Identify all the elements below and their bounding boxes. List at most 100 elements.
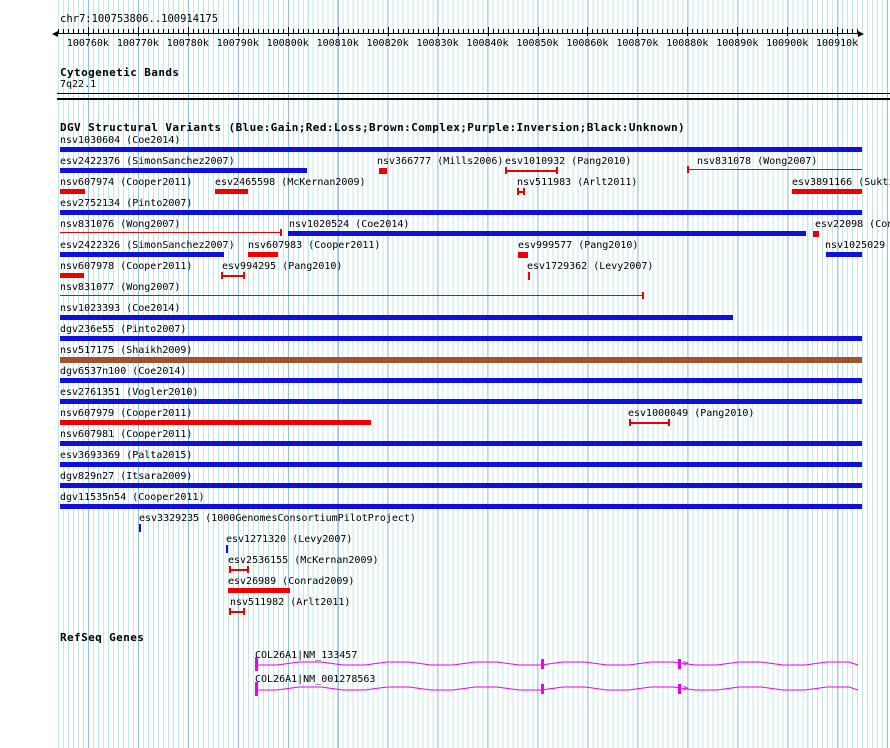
gene-exon-tick[interactable]	[678, 659, 681, 669]
gene-exon-tick[interactable]	[541, 684, 544, 694]
variant-range-line[interactable]	[229, 569, 249, 571]
variant-bar[interactable]	[60, 420, 371, 425]
variant-range-line[interactable]	[60, 295, 644, 296]
variant-point[interactable]	[518, 252, 528, 258]
variant-range-cap[interactable]	[243, 608, 245, 615]
variant-label[interactable]: nsv1025029	[825, 240, 886, 251]
gene-line[interactable]	[0, 656, 890, 672]
variant-bar[interactable]	[60, 189, 85, 194]
variant-label[interactable]: nsv517175 (Shaikh2009)	[60, 345, 193, 356]
variant-bar[interactable]	[60, 441, 862, 446]
variant-label[interactable]: nsv1020524 (Coe2014)	[289, 219, 410, 230]
variant-range-cap[interactable]	[221, 272, 223, 279]
gene-exon-tick[interactable]	[541, 659, 544, 669]
variant-label[interactable]: esv2422326 (SimonSanchez2007)	[60, 240, 235, 251]
variant-bar[interactable]	[60, 168, 307, 173]
variant-label[interactable]: nsv607978 (Cooper2011)	[60, 261, 193, 272]
gene-start-cap[interactable]	[255, 657, 258, 671]
variant-bar[interactable]	[215, 189, 248, 194]
variant-label[interactable]: esv2422376 (SimonSanchez2007)	[60, 156, 235, 167]
variant-range-cap[interactable]	[556, 167, 558, 174]
ruler-minor-tick	[682, 29, 684, 34]
gene-label[interactable]: COL26A1|NM_133457	[255, 650, 358, 661]
variant-range-cap[interactable]	[668, 419, 670, 426]
variant-bar[interactable]	[60, 273, 84, 278]
variant-range-cap[interactable]	[280, 229, 282, 236]
variant-range-cap[interactable]	[229, 608, 231, 615]
variant-bar[interactable]	[60, 378, 862, 383]
variant-label[interactable]: nsv366777 (Mills2006)	[377, 156, 504, 167]
variant-label[interactable]: nsv607974 (Cooper2011)	[60, 177, 193, 188]
variant-range-line[interactable]	[60, 232, 282, 233]
variant-label[interactable]: esv1271320 (Levy2007)	[226, 534, 353, 545]
gene-start-cap[interactable]	[255, 682, 258, 696]
variant-label[interactable]: esv1010932 (Pang2010)	[505, 156, 632, 167]
variant-bar[interactable]	[60, 315, 733, 320]
variant-label[interactable]: esv22098 (Con	[815, 219, 890, 230]
variant-label[interactable]: nsv607979 (Cooper2011)	[60, 408, 193, 419]
variant-range-cap[interactable]	[687, 166, 689, 173]
variant-label[interactable]: esv3329235 (1000GenomesConsortiumPilotPr…	[139, 513, 416, 524]
variant-label[interactable]: esv3693369 (Palta2015)	[60, 450, 193, 461]
variant-label[interactable]: esv999577 (Pang2010)	[518, 240, 639, 251]
variant-label[interactable]: esv1000049 (Pang2010)	[628, 408, 755, 419]
variant-bar[interactable]	[60, 483, 862, 488]
variant-label[interactable]: esv994295 (Pang2010)	[222, 261, 343, 272]
variant-bar[interactable]	[248, 252, 278, 257]
variant-bar[interactable]	[60, 504, 862, 509]
variant-range-cap[interactable]	[505, 167, 507, 174]
variant-range-cap[interactable]	[247, 566, 249, 573]
variant-label[interactable]: esv26989 (Conrad2009)	[228, 576, 355, 587]
variant-label[interactable]: dgv829n27 (Itsara2009)	[60, 471, 193, 482]
variant-label[interactable]: nsv607983 (Cooper2011)	[248, 240, 381, 251]
variant-label[interactable]: esv2465598 (McKernan2009)	[215, 177, 366, 188]
variant-bar[interactable]	[288, 231, 806, 236]
variant-tick[interactable]	[226, 545, 228, 553]
variant-range-line[interactable]	[221, 275, 245, 277]
variant-tick[interactable]	[528, 272, 530, 280]
variant-bar[interactable]	[60, 147, 862, 152]
variant-bar[interactable]	[60, 336, 862, 341]
variant-bar[interactable]	[792, 189, 862, 194]
variant-label[interactable]: nsv511982 (Arlt2011)	[230, 597, 351, 608]
gene-exon-tick[interactable]	[678, 684, 681, 694]
variant-label[interactable]: nsv831077 (Wong2007)	[60, 282, 181, 293]
variant-label[interactable]: esv3891166 (Sukti	[792, 177, 890, 188]
variant-label[interactable]: dgv11535n54 (Cooper2011)	[60, 492, 205, 503]
variant-label[interactable]: nsv607981 (Cooper2011)	[60, 429, 193, 440]
variant-range-cap[interactable]	[517, 188, 519, 195]
variant-range-line[interactable]	[517, 191, 525, 193]
variant-range-cap[interactable]	[523, 188, 525, 195]
variant-range-cap[interactable]	[642, 292, 644, 299]
variant-bar[interactable]	[60, 357, 862, 363]
variant-label[interactable]: nsv1030604 (Coe2014)	[60, 135, 181, 146]
variant-label[interactable]: esv2752134 (Pinto2007)	[60, 198, 193, 209]
variant-range-line[interactable]	[229, 611, 245, 613]
variant-bar[interactable]	[60, 462, 862, 467]
variant-range-line[interactable]	[505, 170, 558, 172]
gene-line[interactable]	[0, 681, 890, 697]
variant-range-line[interactable]	[629, 422, 670, 424]
variant-bar[interactable]	[60, 252, 224, 257]
variant-range-line[interactable]	[687, 169, 862, 170]
variant-label[interactable]: esv2536155 (McKernan2009)	[228, 555, 379, 566]
variant-bar[interactable]	[60, 210, 862, 215]
variant-bar[interactable]	[826, 252, 862, 257]
variant-bar[interactable]	[228, 588, 290, 593]
variant-point[interactable]	[813, 231, 819, 237]
variant-bar[interactable]	[60, 399, 862, 404]
variant-tick[interactable]	[139, 524, 141, 532]
variant-label[interactable]: dgv236e55 (Pinto2007)	[60, 324, 187, 335]
variant-label[interactable]: nsv511983 (Arlt2011)	[517, 177, 638, 188]
variant-label[interactable]: dgv6537n100 (Coe2014)	[60, 366, 187, 377]
variant-label[interactable]: nsv1023393 (Coe2014)	[60, 303, 181, 314]
variant-range-cap[interactable]	[629, 419, 631, 426]
variant-range-cap[interactable]	[229, 566, 231, 573]
gene-label[interactable]: COL26A1|NM_001278563	[255, 674, 376, 685]
variant-label[interactable]: nsv831076 (Wong2007)	[60, 219, 181, 230]
variant-label[interactable]: nsv831078 (Wong2007)	[697, 156, 818, 167]
variant-point[interactable]	[379, 168, 387, 174]
variant-range-cap[interactable]	[243, 272, 245, 279]
variant-label[interactable]: esv2761351 (Vogler2010)	[60, 387, 199, 398]
variant-label[interactable]: esv1729362 (Levy2007)	[527, 261, 654, 272]
